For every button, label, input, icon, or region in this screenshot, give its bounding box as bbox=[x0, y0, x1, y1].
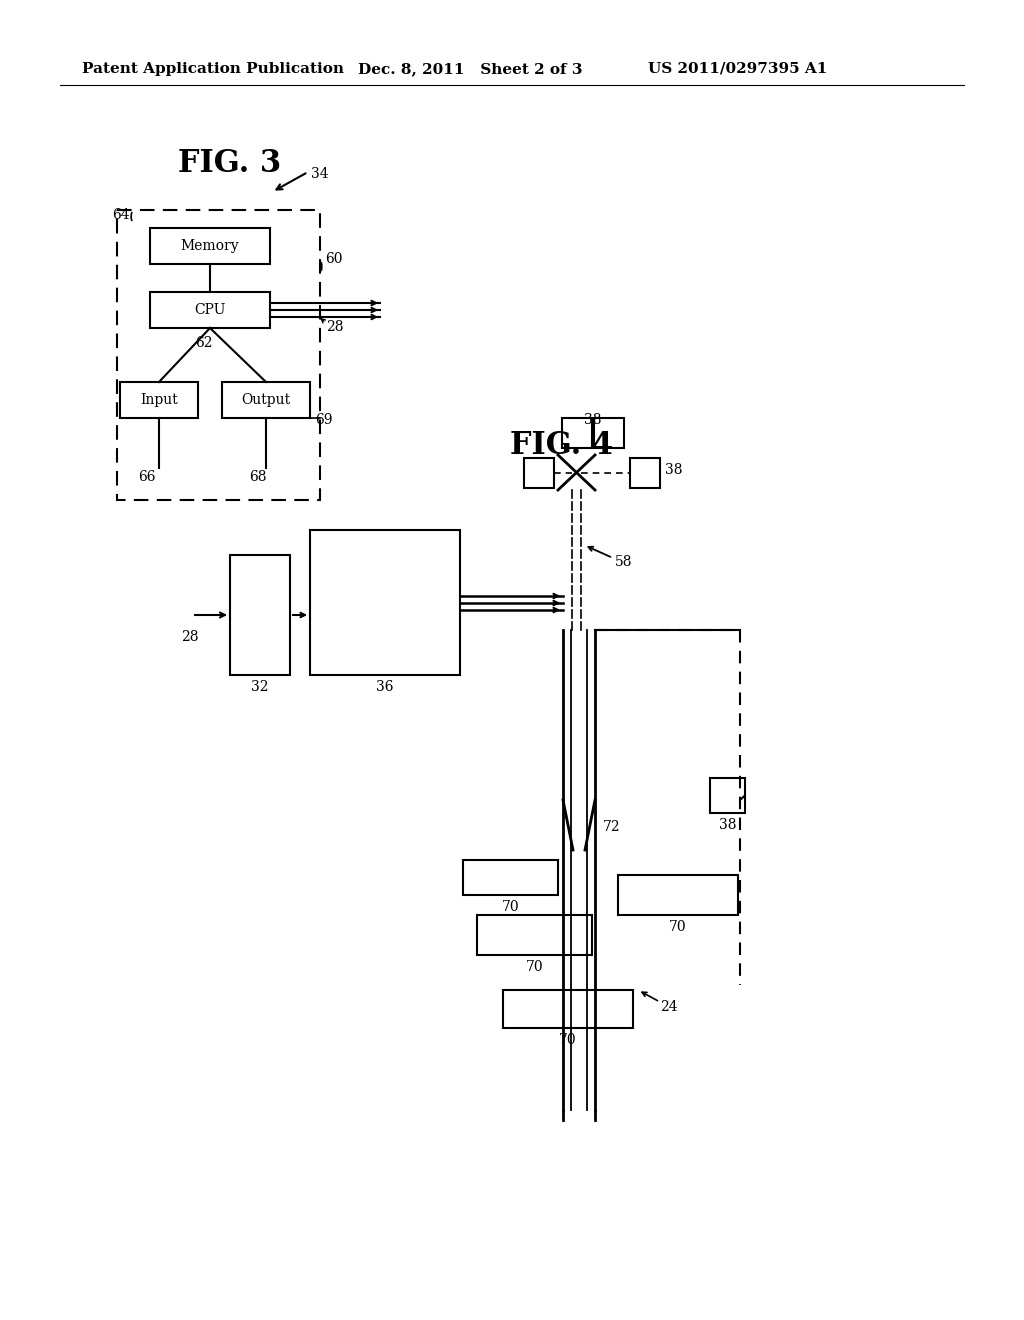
Text: 28: 28 bbox=[181, 630, 199, 644]
Text: FIG. 4: FIG. 4 bbox=[510, 430, 613, 461]
Text: Output: Output bbox=[242, 393, 291, 407]
Bar bbox=[503, 990, 633, 1028]
Text: 58: 58 bbox=[615, 554, 633, 569]
Bar bbox=[150, 228, 270, 264]
Bar bbox=[710, 777, 745, 813]
Text: 70: 70 bbox=[670, 920, 687, 935]
Text: 38: 38 bbox=[665, 463, 683, 477]
Bar bbox=[562, 418, 592, 447]
Bar bbox=[618, 875, 738, 915]
Bar bbox=[463, 861, 558, 895]
Text: 60: 60 bbox=[325, 252, 342, 267]
Bar bbox=[477, 915, 592, 954]
Text: 68: 68 bbox=[249, 470, 266, 484]
Text: Patent Application Publication: Patent Application Publication bbox=[82, 62, 344, 77]
Text: Input: Input bbox=[140, 393, 178, 407]
Text: 32: 32 bbox=[251, 680, 268, 694]
Bar bbox=[120, 381, 198, 418]
Text: US 2011/0297395 A1: US 2011/0297395 A1 bbox=[648, 62, 827, 77]
Bar bbox=[630, 458, 660, 488]
Text: 69: 69 bbox=[315, 413, 333, 426]
Text: FIG. 3: FIG. 3 bbox=[178, 148, 282, 180]
Text: 72: 72 bbox=[603, 820, 621, 834]
Bar bbox=[594, 418, 624, 447]
Bar bbox=[310, 531, 460, 675]
Bar bbox=[150, 292, 270, 327]
Text: CPU: CPU bbox=[195, 304, 225, 317]
Text: 34: 34 bbox=[311, 168, 329, 181]
Text: Memory: Memory bbox=[180, 239, 240, 253]
Bar bbox=[230, 554, 290, 675]
Text: 36: 36 bbox=[376, 680, 394, 694]
Text: 62: 62 bbox=[195, 337, 213, 350]
Bar bbox=[524, 458, 554, 488]
Text: 28: 28 bbox=[326, 319, 343, 334]
Text: Dec. 8, 2011   Sheet 2 of 3: Dec. 8, 2011 Sheet 2 of 3 bbox=[358, 62, 583, 77]
Text: 38: 38 bbox=[585, 413, 602, 426]
Text: 70: 70 bbox=[559, 1034, 577, 1047]
Text: 24: 24 bbox=[660, 1001, 678, 1014]
Text: 66: 66 bbox=[138, 470, 156, 484]
Text: 70: 70 bbox=[525, 960, 544, 974]
Text: 64: 64 bbox=[112, 209, 130, 222]
Bar bbox=[117, 210, 319, 500]
Text: 70: 70 bbox=[502, 900, 519, 913]
Bar bbox=[222, 381, 310, 418]
Text: 38: 38 bbox=[719, 818, 736, 832]
